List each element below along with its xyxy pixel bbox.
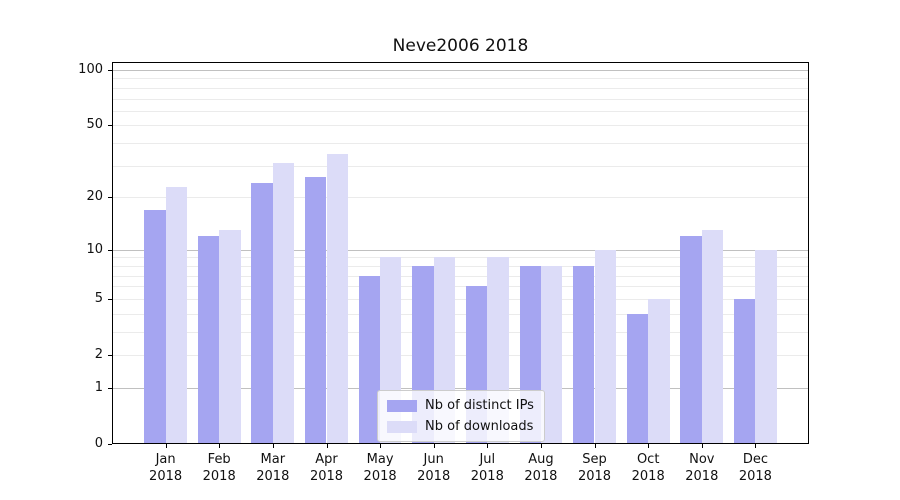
bar-jan-distinct-ips [144,209,166,444]
x-tick-mark-jun [433,444,435,448]
bar-sep-distinct-ips [573,265,595,444]
gridline-minor-80 [112,87,809,89]
bar-oct-distinct-ips [626,313,649,444]
x-tick-label-jul: Jul 2018 [470,452,504,484]
bar-oct-downloads [648,298,670,444]
gridline-minor-6 [112,286,809,288]
x-tick-mark-jul [487,444,489,448]
y-tick-mark-10 [108,249,112,251]
x-tick-label-aug: Aug 2018 [524,452,558,484]
bar-sep-downloads [594,249,616,444]
x-tick-label-may: May 2018 [363,452,397,484]
y-tick-mark-50 [108,125,112,127]
legend-item-distinct-ips: Nb of distinct IPs [387,398,534,413]
x-tick-mark-jan [165,444,167,448]
gridline-minor-5 [112,298,809,300]
x-tick-label-feb: Feb 2018 [202,452,236,484]
gridline-minor-4 [112,313,809,315]
x-tick-mark-sep [594,444,596,448]
x-tick-label-jun: Jun 2018 [417,452,451,484]
x-tick-label-nov: Nov 2018 [685,452,719,484]
bar-dec-distinct-ips [734,298,756,444]
x-tick-mark-feb [219,444,221,448]
gridline-minor-9 [112,257,809,259]
y-tick-mark-0 [108,444,112,445]
x-tick-mark-aug [540,444,542,448]
legend-item-downloads: Nb of downloads [387,419,534,434]
bar-may-distinct-ips [358,275,381,444]
gridline-minor-3 [112,331,809,333]
gridline-major-1 [112,387,809,389]
y-tick-label-50: 50 [86,117,103,133]
bar-nov-distinct-ips [680,236,702,444]
gridline-minor-20 [112,197,809,199]
gridline-minor-2 [112,355,809,356]
gridline-minor-8 [112,265,809,267]
y-tick-mark-100 [108,70,112,71]
x-tick-mark-apr [326,444,328,448]
bar-feb-distinct-ips [197,236,220,444]
x-tick-mark-nov [701,444,703,448]
gridline-minor-7 [112,275,809,277]
y-tick-label-10: 10 [86,241,103,257]
x-tick-mark-dec [755,444,757,448]
y-tick-label-5: 5 [94,290,103,306]
y-tick-mark-20 [108,197,112,199]
gridline-minor-60 [112,110,809,112]
legend-swatch-downloads [387,420,417,433]
x-tick-label-oct: Oct 2018 [631,452,665,484]
y-tick-mark-5 [108,298,112,300]
y-tick-mark-1 [108,387,112,389]
gridline-minor-30 [112,165,809,167]
bar-jan-downloads [165,186,187,444]
gridline-major-100 [112,70,809,71]
x-tick-mark-mar [272,444,274,448]
y-tick-label-0: 0 [94,436,103,451]
bar-mar-distinct-ips [251,183,273,444]
bar-mar-downloads [272,163,295,444]
y-tick-label-2: 2 [94,347,103,362]
bar-apr-downloads [326,153,348,444]
y-tick-label-20: 20 [86,189,103,205]
x-tick-mark-oct [648,444,650,448]
bar-aug-downloads [540,265,563,444]
gridline-major-10 [112,249,809,251]
bar-apr-distinct-ips [305,176,327,444]
legend: Nb of distinct IPs Nb of downloads [377,390,545,442]
y-tick-label-100: 100 [78,62,103,77]
x-tick-mark-may [380,444,382,448]
x-tick-label-dec: Dec 2018 [738,452,772,484]
x-tick-label-jan: Jan 2018 [149,452,183,484]
chart-title: Neve2006 2018 [392,36,529,56]
bar-dec-downloads [755,249,777,444]
gridline-minor-50 [112,125,809,127]
x-tick-label-sep: Sep 2018 [577,452,612,484]
x-tick-label-mar: Mar 2018 [256,452,290,484]
plot-area: Nb of distinct IPs Nb of downloads [112,62,809,444]
gridline-minor-40 [112,143,809,145]
gridline-minor-90 [112,78,809,80]
x-tick-label-apr: Apr 2018 [309,452,344,484]
legend-label-downloads: Nb of downloads [425,419,534,434]
bar-feb-downloads [219,230,241,444]
y-tick-mark-2 [108,355,112,356]
legend-swatch-distinct-ips [387,399,417,412]
legend-label-distinct-ips: Nb of distinct IPs [425,398,534,413]
y-tick-label-1: 1 [94,379,103,395]
gridline-minor-70 [112,98,809,100]
bar-nov-downloads [701,230,724,444]
